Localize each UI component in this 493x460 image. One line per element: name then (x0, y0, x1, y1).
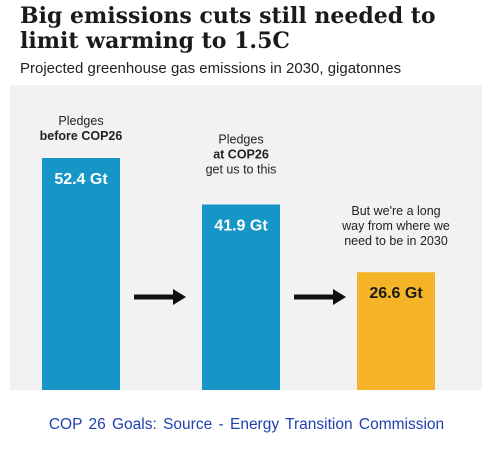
bar-1 (42, 158, 120, 390)
bar-annotation-2-line-1: Pledges (218, 132, 263, 146)
bar-value-label-1: 52.4 Gt (54, 171, 108, 188)
chart-panel: 52.4 Gt Pledges before COP26 41.9 Gt Pledges… (10, 85, 482, 390)
bar-annotation-1-line-2: before COP26 (40, 129, 123, 143)
arrow-2-to-3-icon (294, 289, 346, 305)
bar-annotation-2-line-3: get us to this (206, 162, 277, 176)
arrow-1-to-2-icon (134, 289, 186, 305)
chart-title: Big emissions cuts still needed to limit… (20, 3, 436, 54)
bar-annotation-2-line-2: at COP26 (213, 147, 269, 161)
bar-value-label-2: 41.9 Gt (214, 217, 268, 234)
bar-2 (202, 204, 280, 390)
bar-value-label-3: 26.6 Gt (369, 285, 423, 302)
chart-subtitle: Projected greenhouse gas emissions in 20… (20, 60, 402, 77)
bar-annotation-1-line-1: Pledges (58, 114, 103, 128)
bar-annotation-3-line-3: need to be in 2030 (344, 234, 448, 248)
bar-annotation-3-line-2: way from where we (341, 219, 450, 233)
bar-annotation-3-line-1: But we're a long (351, 204, 440, 218)
bar-3 (357, 272, 435, 390)
source-caption: COP 26 Goals: Source - Energy Transition… (48, 416, 445, 433)
